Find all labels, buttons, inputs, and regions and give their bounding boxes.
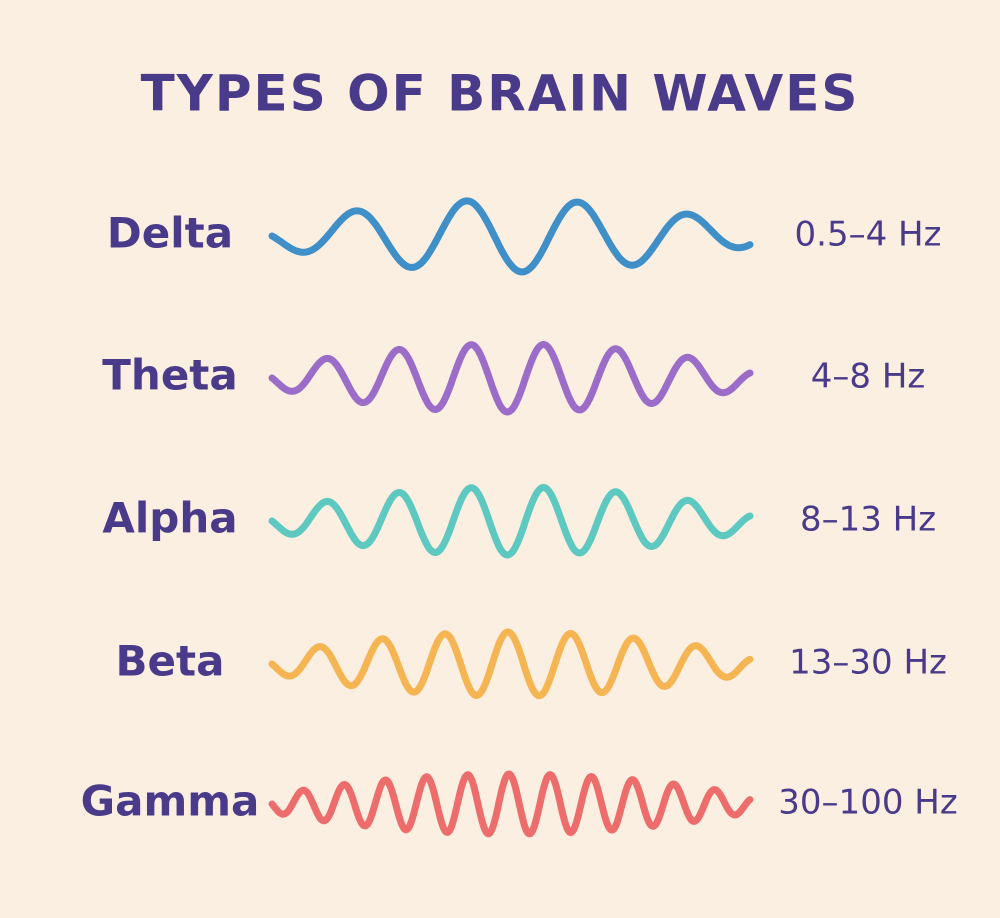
wave-name: Beta <box>116 637 225 686</box>
wave-name: Theta <box>102 351 237 400</box>
wave-range: 4–8 Hz <box>811 357 925 397</box>
wave <box>268 628 754 700</box>
wave <box>268 770 754 838</box>
wave <box>268 197 754 276</box>
wave <box>268 341 754 416</box>
wave-range: 8–13 Hz <box>800 500 936 540</box>
wave <box>268 484 754 559</box>
wave-range: 0.5–4 Hz <box>795 215 942 255</box>
wave-range: 30–100 Hz <box>778 783 957 823</box>
wave-name: Alpha <box>102 494 237 543</box>
wave-name: Delta <box>107 209 233 258</box>
title: TYPES OF BRAIN WAVES <box>141 65 860 123</box>
wave-name: Gamma <box>81 777 260 826</box>
wave-range: 13–30 Hz <box>789 643 947 683</box>
